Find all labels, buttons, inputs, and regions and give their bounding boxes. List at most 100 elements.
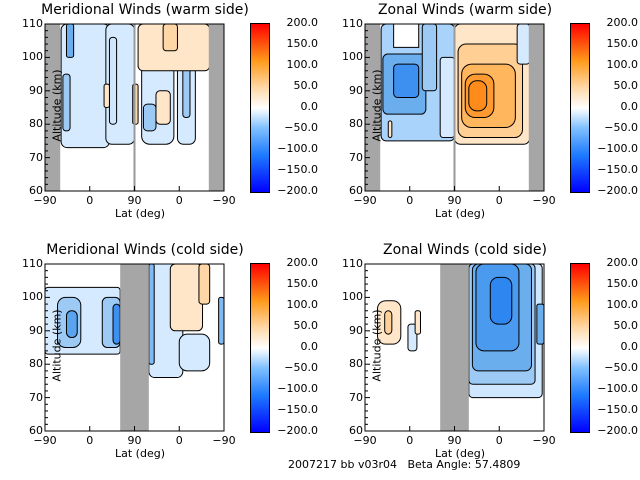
plot-area: Altitude (km) [364, 263, 545, 432]
y-tick-label: 90 [349, 323, 363, 337]
colorbar-tick-label: −200.0 [277, 424, 318, 437]
contour-region [155, 90, 171, 125]
contour-region [218, 296, 225, 345]
x-tick-label: 0 [406, 194, 414, 207]
y-tick-label: 70 [29, 150, 43, 164]
y-tick-label: 60 [29, 184, 43, 197]
colorbar-tick-label: 0.0 [300, 100, 319, 113]
plot-area: Altitude (km) [44, 263, 225, 432]
colorbar-tick-label: 50.0 [293, 79, 319, 92]
colorbar-tick-label: 150.0 [606, 277, 639, 290]
colorbar [570, 23, 590, 193]
x-tick-label: −90 [33, 194, 57, 207]
colorbar-tick-label: 100.0 [286, 298, 319, 311]
y-axis-label: Altitude (km) [370, 309, 384, 382]
contour-plot [364, 263, 545, 432]
contour-region [421, 23, 438, 92]
colorbar-tick-label: 0.0 [300, 340, 319, 353]
colorbar-tick-label: 100.0 [286, 58, 319, 71]
masked-region [528, 24, 544, 191]
contour-plot [44, 263, 225, 432]
x-tick-label: 90 [127, 434, 142, 447]
colorbar-tick-label: 150.0 [286, 37, 319, 50]
y-tick-label: 70 [349, 150, 363, 164]
colorbar-tick-label: −100.0 [277, 382, 318, 395]
y-tick-label: 80 [349, 117, 363, 131]
colorbar [250, 263, 270, 433]
y-tick-label: 70 [29, 390, 43, 404]
plot-area: Altitude (km) [364, 23, 545, 192]
y-tick-label: 80 [29, 357, 43, 371]
contour-plot [44, 23, 225, 192]
contour-region [393, 23, 420, 48]
chart-title: Meridional Winds (warm side) [41, 2, 249, 18]
x-tick-label: −90 [532, 194, 556, 207]
y-tick-label: 80 [349, 357, 363, 371]
contour-region [387, 120, 393, 139]
colorbar-tick-label: −50.0 [604, 121, 638, 134]
colorbar-tick-label: 150.0 [606, 37, 639, 50]
colorbar-tick-label: −100.0 [277, 142, 318, 155]
x-tick-label: −90 [532, 434, 556, 447]
contour-region [108, 36, 118, 125]
y-tick-label: 100 [22, 50, 43, 64]
contour-region [516, 23, 531, 65]
contour-region [393, 63, 420, 98]
contour-region [489, 276, 513, 325]
colorbar-tick-label: −100.0 [597, 382, 638, 395]
contour-region [178, 333, 211, 372]
x-tick-label: 0 [406, 434, 414, 447]
masked-region [365, 24, 381, 191]
contour-region [439, 56, 455, 139]
colorbar-tick-label: −150.0 [597, 403, 638, 416]
y-tick-label: 70 [349, 390, 363, 404]
y-tick-label: 110 [342, 17, 363, 30]
colorbar-tick-label: −200.0 [597, 424, 638, 437]
colorbar-tick-label: −200.0 [597, 184, 638, 197]
masked-region [120, 264, 149, 431]
contour-region [384, 310, 393, 335]
contour-plot [364, 23, 545, 192]
y-tick-label: 90 [29, 323, 43, 337]
colorbar [250, 23, 270, 193]
y-tick-label: 100 [22, 290, 43, 304]
contour-region [536, 303, 545, 345]
masked-region [45, 24, 61, 191]
contour-region [65, 310, 78, 338]
plot-area: Altitude (km) [44, 23, 225, 192]
masked-region [208, 24, 224, 191]
y-tick-label: 90 [29, 83, 43, 97]
contour-region [148, 263, 155, 365]
chart-panel: Meridional Winds (cold side) Altitude (k… [0, 240, 320, 480]
y-tick-label: 90 [349, 83, 363, 97]
x-tick-label: 0 [86, 434, 94, 447]
x-tick-label: −90 [33, 434, 57, 447]
colorbar-tick-label: 200.0 [286, 256, 319, 269]
contour-region [414, 310, 421, 335]
colorbar-tick-label: −200.0 [277, 184, 318, 197]
colorbar-tick-label: 50.0 [293, 319, 319, 332]
colorbar-tick-label: 100.0 [606, 298, 639, 311]
chart-panel: Meridional Winds (warm side) Altitude (k… [0, 0, 320, 240]
contour-region [103, 83, 110, 108]
x-tick-label: −90 [353, 194, 377, 207]
x-tick-label: 0 [495, 434, 503, 447]
y-tick-label: 100 [342, 290, 363, 304]
colorbar-tick-label: 150.0 [286, 277, 319, 290]
x-tick-label: 0 [175, 194, 183, 207]
colorbar-tick-label: −150.0 [597, 163, 638, 176]
colorbar-tick-label: −50.0 [284, 361, 318, 374]
colorbar-tick-label: −100.0 [597, 142, 638, 155]
chart-title: Zonal Winds (cold side) [383, 242, 547, 258]
y-tick-label: 60 [349, 184, 363, 197]
colorbar-tick-label: −150.0 [277, 163, 318, 176]
contour-region [162, 23, 178, 52]
contour-region [169, 263, 204, 332]
colorbar-tick-label: 50.0 [613, 79, 639, 92]
colorbar-tick-label: −50.0 [284, 121, 318, 134]
colorbar-tick-label: −150.0 [277, 403, 318, 416]
contour-region [112, 303, 121, 345]
x-tick-label: −90 [353, 434, 377, 447]
y-axis-label: Altitude (km) [370, 69, 384, 142]
contour-region [182, 63, 191, 119]
